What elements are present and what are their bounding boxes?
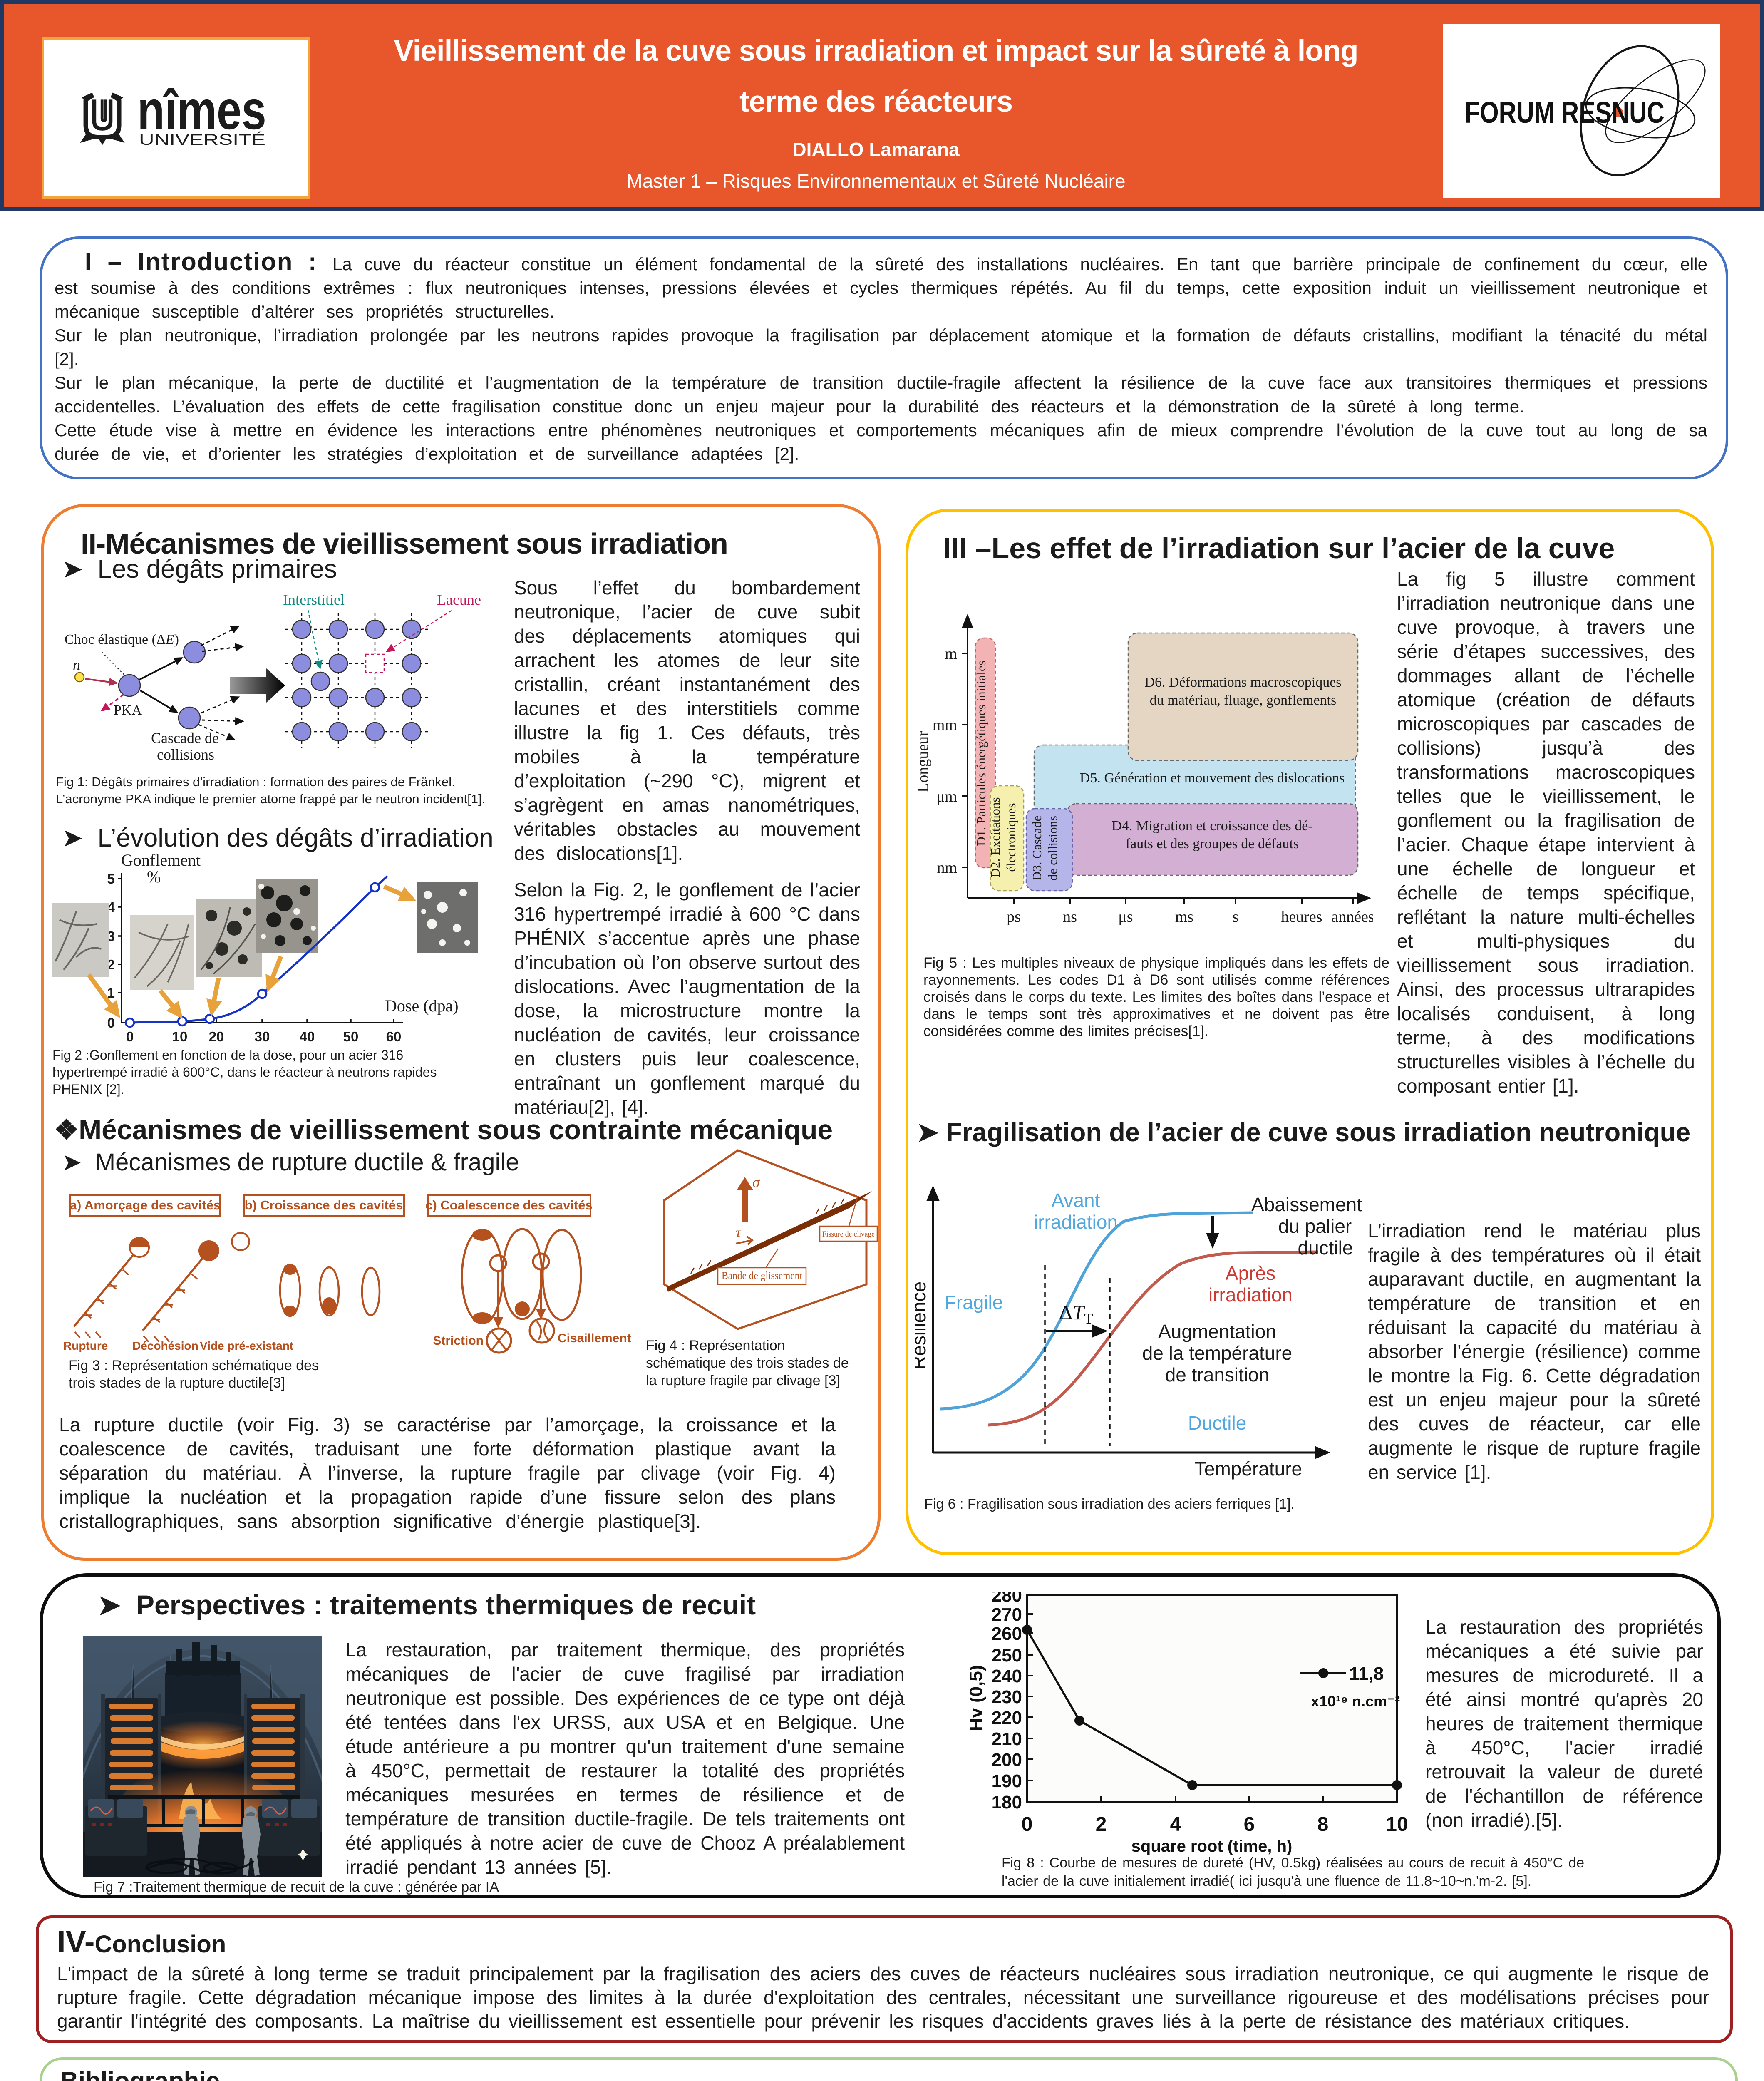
svg-text:Bande de glissement: Bande de glissement bbox=[722, 1270, 802, 1281]
svg-text:années: années bbox=[1331, 908, 1373, 926]
svg-text:du matériau, fluage, gonflemen: du matériau, fluage, gonflements bbox=[1150, 693, 1336, 708]
svg-text:8: 8 bbox=[1317, 1813, 1329, 1835]
svg-text:Choc élastique (ΔE): Choc élastique (ΔE) bbox=[65, 632, 179, 647]
svg-text:4: 4 bbox=[107, 899, 115, 915]
svg-text:σ: σ bbox=[752, 1174, 760, 1190]
svg-text:fauts et des groupes de défaut: fauts et des groupes de défauts bbox=[1126, 836, 1299, 852]
svg-text:s: s bbox=[1233, 908, 1239, 926]
svg-text:Hv (0,5): Hv (0,5) bbox=[970, 1665, 986, 1731]
svg-text:du palier: du palier bbox=[1278, 1215, 1352, 1237]
svg-text:x10¹⁹ n.cm⁻²: x10¹⁹ n.cm⁻² bbox=[1311, 1693, 1400, 1710]
svg-text:4: 4 bbox=[1170, 1813, 1181, 1835]
svg-text:10: 10 bbox=[1386, 1813, 1408, 1835]
svg-text:Dose (dpa): Dose (dpa) bbox=[385, 996, 459, 1015]
svg-text:Augmentation: Augmentation bbox=[1158, 1321, 1276, 1342]
svg-text:de collisions: de collisions bbox=[1045, 816, 1060, 881]
svg-text:30: 30 bbox=[255, 1029, 270, 1044]
svg-text:irradiation: irradiation bbox=[1034, 1211, 1118, 1233]
svg-text:D4. Migration et croissance de: D4. Migration et croissance des dé- bbox=[1111, 818, 1312, 834]
svg-text:Résilience: Résilience bbox=[915, 1281, 930, 1370]
svg-text:Vide pré-existant: Vide pré-existant bbox=[200, 1339, 293, 1352]
svg-text:μs: μs bbox=[1118, 908, 1133, 926]
svg-text:m: m bbox=[945, 645, 957, 663]
svg-text:square root (time, h): square root (time, h) bbox=[1131, 1837, 1293, 1855]
svg-text:11,8: 11,8 bbox=[1349, 1664, 1384, 1684]
svg-text:Fragile: Fragile bbox=[945, 1291, 1003, 1313]
svg-text:D1. Particules énergétiques in: D1. Particules énergétiques initiales bbox=[974, 661, 988, 846]
svg-text:190: 190 bbox=[992, 1771, 1022, 1791]
svg-text:Cascade de: Cascade de bbox=[151, 730, 219, 746]
svg-text:c) Coalescence des cavités: c) Coalescence des cavités bbox=[425, 1198, 593, 1212]
svg-text:280: 280 bbox=[992, 1592, 1022, 1606]
svg-text:250: 250 bbox=[992, 1645, 1022, 1666]
svg-text:260: 260 bbox=[992, 1624, 1022, 1644]
svg-text:Avant: Avant bbox=[1052, 1189, 1100, 1211]
svg-text:0: 0 bbox=[107, 1015, 115, 1031]
svg-text:Longueur: Longueur bbox=[915, 731, 932, 792]
svg-text:Abaissement: Abaissement bbox=[1251, 1194, 1362, 1215]
svg-text:40: 40 bbox=[300, 1029, 315, 1044]
svg-text:Fissure de clivage: Fissure de clivage bbox=[822, 1230, 875, 1239]
svg-text:Rupture: Rupture bbox=[63, 1339, 108, 1352]
svg-text:240: 240 bbox=[992, 1666, 1022, 1686]
svg-text:électroniques: électroniques bbox=[1004, 803, 1018, 872]
svg-text:5: 5 bbox=[107, 871, 115, 887]
svg-text:FORUM RESNUC: FORUM RESNUC bbox=[1465, 96, 1665, 129]
svg-text:collisions: collisions bbox=[157, 746, 214, 763]
svg-text:%: % bbox=[147, 867, 161, 886]
svg-text:b) Croissance des cavités: b) Croissance des cavités bbox=[245, 1198, 403, 1212]
svg-text:de transition: de transition bbox=[1165, 1364, 1270, 1386]
svg-text:nîmes: nîmes bbox=[137, 79, 266, 141]
svg-text:D5. Génération et mouvement de: D5. Génération et mouvement des dislocat… bbox=[1080, 770, 1345, 786]
svg-text:de la température: de la température bbox=[1142, 1342, 1293, 1364]
svg-text:ductile: ductile bbox=[1298, 1237, 1353, 1259]
svg-text:50: 50 bbox=[343, 1029, 359, 1044]
svg-text:Interstitiel: Interstitiel bbox=[283, 593, 345, 608]
svg-text:a) Amorçage des cavités: a) Amorçage des cavités bbox=[70, 1198, 221, 1212]
svg-text:irradiation: irradiation bbox=[1208, 1284, 1293, 1306]
svg-text:Ductile: Ductile bbox=[1188, 1412, 1247, 1434]
svg-text:ps: ps bbox=[1007, 908, 1021, 926]
svg-text:200: 200 bbox=[992, 1750, 1022, 1770]
svg-text:PKA: PKA bbox=[114, 703, 142, 718]
svg-text:Striction: Striction bbox=[433, 1334, 484, 1348]
svg-text:ΔTT: ΔTT bbox=[1059, 1301, 1093, 1327]
svg-text:Lacune: Lacune bbox=[437, 593, 481, 608]
svg-text:210: 210 bbox=[992, 1729, 1022, 1749]
svg-text:2: 2 bbox=[1096, 1813, 1107, 1835]
svg-text:mm: mm bbox=[933, 716, 957, 734]
svg-text:ms: ms bbox=[1175, 908, 1193, 926]
svg-text:Après: Après bbox=[1226, 1262, 1275, 1284]
svg-text:Gonflement: Gonflement bbox=[121, 853, 201, 869]
svg-text:n: n bbox=[73, 656, 80, 673]
svg-text:1: 1 bbox=[107, 985, 115, 1001]
svg-text:10: 10 bbox=[172, 1029, 188, 1044]
svg-text:0: 0 bbox=[126, 1029, 134, 1044]
svg-text:D3. Cascade: D3. Cascade bbox=[1030, 816, 1044, 881]
svg-text:nm: nm bbox=[937, 859, 957, 877]
svg-text:D2. Excitations: D2. Excitations bbox=[988, 797, 1002, 878]
svg-text:Décohésion: Décohésion bbox=[132, 1339, 198, 1352]
svg-text:20: 20 bbox=[209, 1029, 224, 1044]
svg-text:2: 2 bbox=[107, 957, 115, 972]
svg-text:heures: heures bbox=[1281, 908, 1322, 926]
svg-text:230: 230 bbox=[992, 1687, 1022, 1707]
svg-text:0: 0 bbox=[1022, 1813, 1033, 1835]
svg-text:UNIVERSITÉ: UNIVERSITÉ bbox=[139, 131, 265, 148]
svg-text:ns: ns bbox=[1063, 908, 1077, 926]
svg-text:3: 3 bbox=[107, 929, 115, 944]
svg-text:60: 60 bbox=[386, 1029, 402, 1044]
svg-text:τ: τ bbox=[736, 1225, 742, 1240]
svg-text:Cisaillement: Cisaillement bbox=[558, 1331, 631, 1345]
svg-text:220: 220 bbox=[992, 1708, 1022, 1728]
svg-text:180: 180 bbox=[992, 1792, 1022, 1813]
svg-text:μm: μm bbox=[936, 788, 957, 805]
svg-text:270: 270 bbox=[992, 1604, 1022, 1625]
svg-text:Température: Température bbox=[1195, 1458, 1302, 1480]
svg-text:6: 6 bbox=[1244, 1813, 1255, 1835]
svg-text:D6. Déformations macroscopique: D6. Déformations macroscopiques bbox=[1144, 675, 1341, 690]
